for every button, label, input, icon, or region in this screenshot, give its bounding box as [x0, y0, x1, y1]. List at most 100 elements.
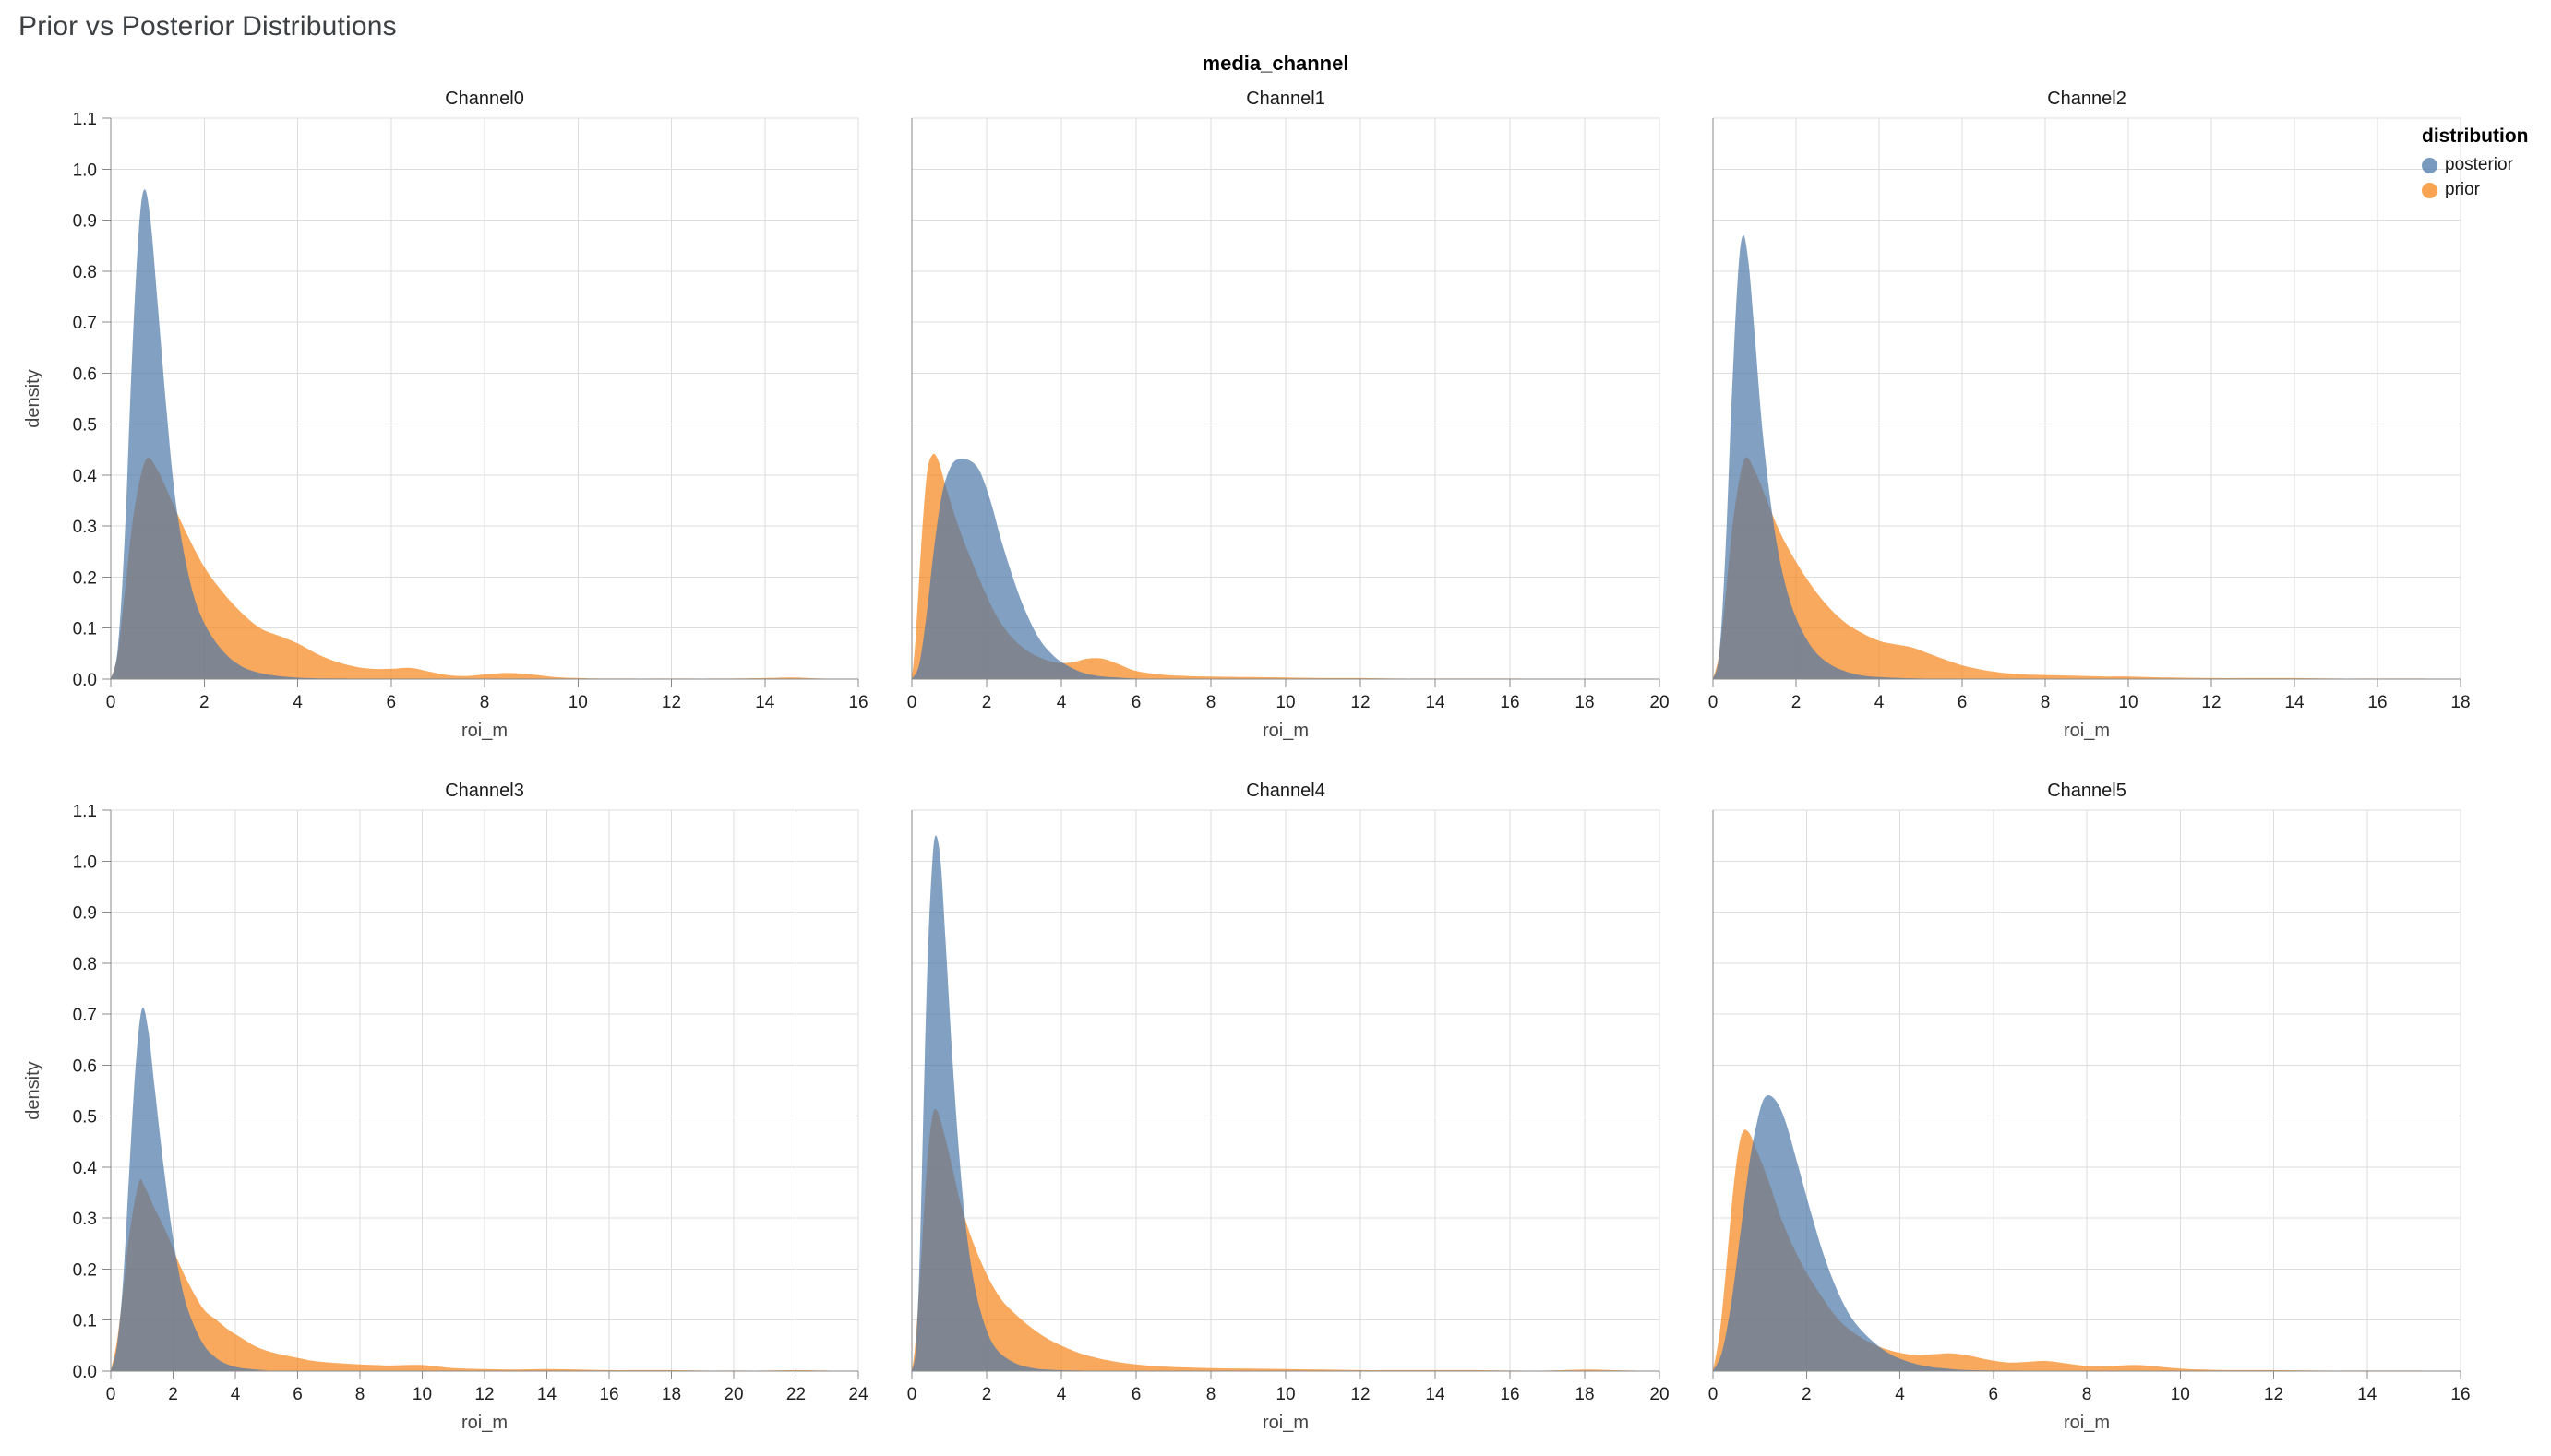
svg-text:4: 4 [1874, 693, 1885, 712]
svg-text:6: 6 [1132, 1385, 1142, 1404]
svg-text:20: 20 [1649, 693, 1669, 712]
svg-text:14: 14 [1425, 693, 1445, 712]
legend: distribution posterior prior [2422, 125, 2533, 205]
svg-text:16: 16 [1500, 693, 1519, 712]
svg-text:0: 0 [1708, 693, 1719, 712]
density-areas [1713, 1094, 2461, 1371]
svg-text:6: 6 [293, 1385, 303, 1404]
posterior-density-area [912, 458, 1659, 679]
prior-density-area [1713, 457, 2461, 679]
svg-text:12: 12 [2201, 693, 2221, 712]
svg-text:8: 8 [1206, 1385, 1216, 1404]
svg-text:0: 0 [907, 1385, 917, 1404]
posterior-density-area [111, 189, 858, 680]
svg-text:4: 4 [293, 693, 303, 712]
svg-text:0.3: 0.3 [73, 1210, 97, 1229]
svg-text:0.7: 0.7 [73, 314, 97, 333]
x-axis: 0 2 4 6 8 10 12 14 16 18 20 roi_m [907, 1370, 1670, 1433]
svg-text:10: 10 [2171, 1385, 2190, 1404]
density-areas [912, 453, 1659, 679]
gridlines [912, 117, 1660, 679]
svg-text:10: 10 [1276, 1385, 1295, 1404]
svg-text:2: 2 [1791, 693, 1802, 712]
chart-canvas-channel5: 0 2 4 6 8 10 12 14 16 roi_m [1708, 809, 2471, 1433]
density-areas [111, 189, 858, 680]
svg-text:0.9: 0.9 [73, 904, 97, 924]
svg-text:1.1: 1.1 [73, 805, 97, 821]
svg-text:10: 10 [2118, 693, 2138, 712]
svg-text:0.5: 0.5 [73, 416, 97, 436]
subplot-title: Channel1 [1246, 89, 1325, 109]
posterior-density-area [1713, 234, 2461, 679]
svg-text:0: 0 [106, 693, 116, 712]
svg-text:4: 4 [1057, 1385, 1067, 1404]
svg-text:0: 0 [106, 1385, 116, 1404]
svg-text:0.7: 0.7 [73, 1006, 97, 1025]
density-areas [912, 835, 1659, 1371]
svg-text:6: 6 [1988, 1385, 1998, 1404]
svg-text:0.6: 0.6 [73, 1056, 97, 1076]
svg-text:8: 8 [355, 1385, 365, 1404]
svg-text:16: 16 [848, 693, 868, 712]
prior-swatch-icon [2422, 182, 2437, 198]
gridlines [1713, 117, 2461, 679]
svg-text:8: 8 [2082, 1385, 2092, 1404]
svg-text:roi_m: roi_m [1263, 1413, 1309, 1433]
density-areas [111, 1008, 858, 1371]
plot-border [1712, 117, 2461, 680]
svg-text:10: 10 [1276, 693, 1295, 712]
svg-text:18: 18 [1575, 1385, 1594, 1404]
svg-text:1.1: 1.1 [73, 113, 97, 129]
svg-text:0.4: 0.4 [73, 467, 98, 486]
svg-text:16: 16 [2450, 1385, 2470, 1404]
svg-text:0.5: 0.5 [73, 1108, 97, 1128]
svg-text:0: 0 [907, 693, 917, 712]
svg-text:12: 12 [2264, 1385, 2283, 1404]
posterior-density-area [111, 1008, 858, 1371]
svg-text:20: 20 [724, 1385, 743, 1404]
svg-text:0.8: 0.8 [73, 263, 97, 282]
svg-text:1.0: 1.0 [73, 161, 97, 180]
subplot-channel5: Channel5 0 2 4 6 8 10 12 14 16 roi_m [1702, 777, 2481, 1438]
svg-text:roi_m: roi_m [461, 721, 508, 741]
chart-canvas-channel1: 0 2 4 6 8 10 12 14 16 18 20 roi_m [907, 117, 1670, 741]
subplot-channel3: Channel3 0 2 4 6 8 10 12 14 16 18 20 22 24 roi_m 0.0 0.… [18, 777, 879, 1438]
svg-text:0.2: 0.2 [73, 568, 97, 588]
legend-title: distribution [2422, 125, 2529, 147]
svg-text:12: 12 [662, 693, 681, 712]
svg-text:22: 22 [786, 1385, 806, 1404]
posterior-density-area [1713, 1094, 2461, 1371]
chart-canvas-channel3: 0 2 4 6 8 10 12 14 16 18 20 22 24roi_m0.00.10.20.30.… [23, 805, 868, 1433]
svg-text:10: 10 [413, 1385, 432, 1404]
svg-text:0.3: 0.3 [73, 518, 97, 537]
svg-text:1.0: 1.0 [73, 853, 97, 872]
svg-text:0.0: 0.0 [73, 671, 97, 690]
svg-text:12: 12 [474, 1385, 494, 1404]
svg-text:16: 16 [2367, 693, 2387, 712]
subplot-channel0: Channel0 0 2 4 6 8 10 12 14 16 roi_m 0.0 0.1 0.2 0.3 0… [18, 85, 879, 746]
legend-label-prior: prior [2445, 180, 2481, 199]
svg-text:2: 2 [982, 693, 992, 712]
svg-text:6: 6 [1132, 693, 1142, 712]
subplot-title: Channel2 [2047, 89, 2126, 109]
chart-canvas-channel2: 0 2 4 6 8 10 12 14 16 18 roi_m [1708, 117, 2471, 741]
svg-text:0.8: 0.8 [73, 955, 97, 974]
subplot-title: Channel0 [445, 89, 524, 109]
page-title: Prior vs Posterior Distributions [18, 11, 397, 42]
svg-text:12: 12 [1350, 693, 1370, 712]
svg-text:16: 16 [1500, 1385, 1519, 1404]
gridlines [912, 809, 1660, 1371]
legend-label-posterior: posterior [2445, 155, 2513, 174]
svg-text:0: 0 [1708, 1385, 1719, 1404]
svg-text:0.2: 0.2 [73, 1260, 97, 1280]
x-axis: 0 2 4 6 8 10 12 14 16 roi_m [1708, 1370, 2471, 1433]
figure: media_channel Channel0 0 2 4 6 8 10 12 14 16 roi_… [18, 52, 2533, 1438]
gridlines [1713, 809, 2461, 1371]
y-axis: 0.0 0.1 0.2 0.3 0.4 0.5 0.6 0.7 0.8 0.9 1.0 1.1 dens… [23, 805, 112, 1382]
svg-text:14: 14 [537, 1385, 557, 1404]
subplot-title: Channel3 [445, 781, 524, 801]
svg-text:8: 8 [480, 693, 490, 712]
svg-text:10: 10 [569, 693, 588, 712]
svg-text:8: 8 [2041, 693, 2051, 712]
